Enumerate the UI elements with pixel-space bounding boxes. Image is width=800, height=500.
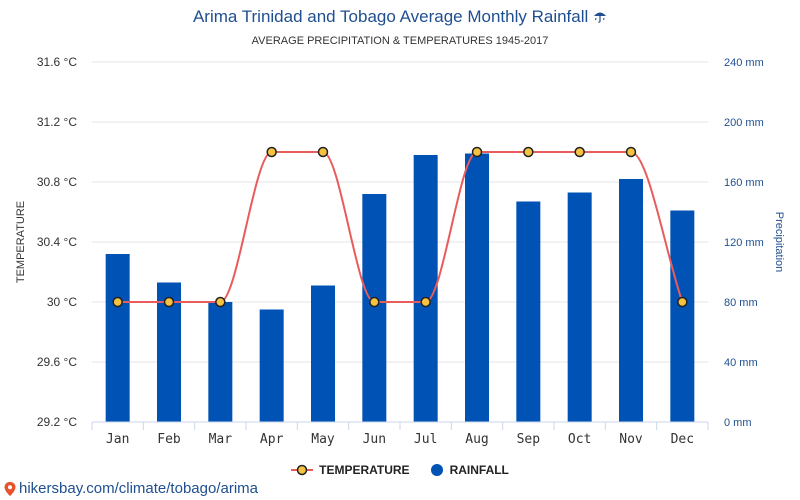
rainfall-bar[interactable]: [413, 155, 438, 422]
temperature-point[interactable]: [369, 296, 380, 308]
rainfall-bar[interactable]: [362, 194, 387, 422]
temperature-point[interactable]: [420, 296, 431, 308]
right-axis-tick-label: 160 mm: [724, 177, 764, 189]
right-axis-title: Precipitation: [773, 212, 785, 273]
temperature-legend-icon: [291, 464, 314, 476]
rainfall-bar[interactable]: [465, 153, 489, 423]
left-axis-tick-label: 30 °C: [47, 295, 77, 309]
x-axis-tick-label: Jul: [414, 432, 437, 447]
grid-lines: [92, 61, 708, 363]
rainfall-bar[interactable]: [619, 179, 643, 422]
temperature-point[interactable]: [317, 146, 329, 158]
rainfall-bar[interactable]: [567, 192, 592, 423]
temperature-point[interactable]: [677, 296, 688, 308]
rainfall-bar[interactable]: [105, 254, 130, 422]
rainfall-legend-icon: [430, 464, 443, 476]
temperature-point[interactable]: [163, 296, 175, 308]
x-axis-tick-label: Mar: [209, 432, 233, 447]
chart-title-text: Arima Trinidad and Tobago Average Monthl…: [192, 7, 589, 26]
left-axis-title: TEMPERATURE: [15, 201, 27, 283]
rainfall-bar[interactable]: [670, 210, 695, 423]
temperature-point[interactable]: [574, 146, 585, 158]
left-axis-tick-label: 29.6 °C: [37, 355, 77, 369]
temperature-line-path: [117, 151, 684, 303]
rainfall-bar[interactable]: [311, 285, 335, 423]
source-url[interactable]: hikersbay.com/climate/tobago/arima: [19, 480, 258, 497]
x-axis-tick-label: Oct: [568, 432, 591, 447]
x-axis-tick-label: May: [311, 432, 335, 447]
temperature-point[interactable]: [112, 296, 123, 308]
x-axis-tick-label: Nov: [619, 432, 643, 447]
left-axis-tick-label: 30.8 °C: [37, 175, 77, 189]
legend-label-rainfall: RAINFALL: [449, 463, 509, 477]
x-axis-tick-label: Aug: [465, 432, 488, 447]
x-axis-tick-label: Sep: [517, 432, 541, 447]
x-axis-tick-label: Jan: [106, 432, 129, 447]
left-axis-tick-label: 31.2 °C: [37, 115, 77, 129]
right-axis-tick-label: 40 mm: [724, 357, 758, 369]
chart-title: Arima Trinidad and Tobago Average Monthl…: [0, 7, 800, 27]
legend-label-temperature: TEMPERATURE: [319, 463, 410, 477]
umbrella-rain-icon: [594, 12, 607, 23]
axes: 29.2 °C 0 mm 29.6 °C 40 mm 30 °C 80 mm 30.4 °C…: [37, 55, 764, 447]
rainfall-bar[interactable]: [516, 201, 541, 423]
rainfall-bar[interactable]: [208, 302, 233, 422]
x-axis-tick-label: Dec: [671, 432, 694, 447]
x-axis-tick-label: Feb: [157, 432, 181, 447]
temperature-point[interactable]: [266, 146, 277, 158]
right-axis-tick-label: 120 mm: [724, 237, 764, 249]
legend-item-temperature[interactable]: TEMPERATURE: [291, 463, 410, 477]
rainfall-bars: [105, 153, 695, 423]
map-pin-icon: [4, 481, 16, 496]
temperature-point[interactable]: [471, 146, 483, 158]
rainfall-bar[interactable]: [259, 309, 284, 423]
temperature-point[interactable]: [625, 146, 637, 158]
right-axis-tick-label: 80 mm: [724, 297, 758, 309]
chart-legend: TEMPERATURE RAINFALL: [0, 463, 800, 477]
source-footer[interactable]: hikersbay.com/climate/tobago/arima: [4, 480, 258, 497]
right-axis-tick-label: 200 mm: [724, 117, 764, 129]
left-axis-tick-label: 31.6 °C: [37, 55, 77, 69]
legend-item-rainfall[interactable]: RAINFALL: [430, 463, 509, 477]
right-axis-tick-label: 0 mm: [724, 417, 752, 429]
left-axis-tick-label: 29.2 °C: [37, 415, 77, 429]
x-axis-tick-label: Apr: [260, 432, 284, 447]
temperature-point[interactable]: [523, 146, 534, 158]
x-axis-tick-label: Jun: [363, 432, 386, 447]
temperature-line: [112, 146, 688, 308]
right-axis-tick-label: 240 mm: [724, 57, 764, 69]
left-axis-tick-label: 30.4 °C: [37, 235, 77, 249]
temperature-point[interactable]: [215, 296, 226, 308]
chart-subtitle: AVERAGE PRECIPITATION & TEMPERATURES 194…: [251, 35, 549, 47]
